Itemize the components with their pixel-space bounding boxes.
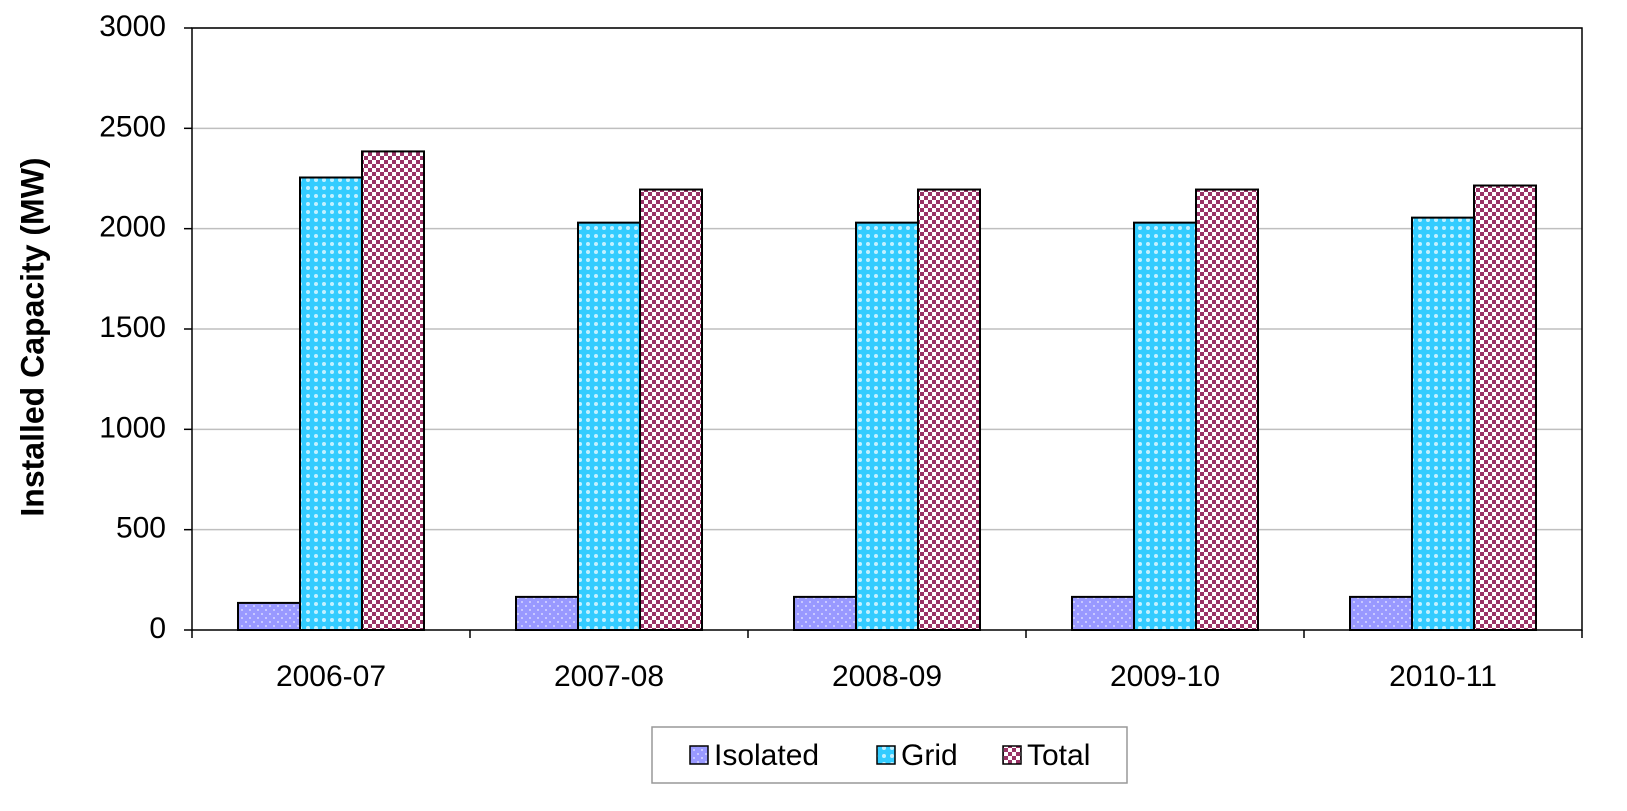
bar xyxy=(1411,216,1475,631)
legend-swatch xyxy=(689,745,709,765)
bar xyxy=(917,188,981,632)
bar xyxy=(361,150,425,631)
y-tick-label: 2000 xyxy=(99,211,166,244)
bar xyxy=(639,188,703,632)
bar xyxy=(237,601,301,631)
bar xyxy=(855,221,919,631)
y-tick-label: 500 xyxy=(116,512,166,545)
bar xyxy=(299,176,363,631)
bar xyxy=(1133,221,1197,631)
y-tick-label: 0 xyxy=(149,612,166,645)
bar xyxy=(1195,188,1259,632)
legend-label: Isolated xyxy=(714,739,819,772)
x-tick-label: 2006-07 xyxy=(276,660,386,693)
legend-label: Grid xyxy=(901,739,958,772)
bar xyxy=(1071,595,1135,632)
legend-label: Total xyxy=(1027,739,1090,772)
bar xyxy=(1473,184,1537,631)
y-axis-title: Installed Capacity (MW) xyxy=(14,157,50,516)
x-tick-label: 2010-11 xyxy=(1389,660,1497,693)
bar xyxy=(515,595,579,632)
y-tick-label: 3000 xyxy=(99,10,166,43)
bar xyxy=(1349,595,1413,632)
x-tick-label: 2009-10 xyxy=(1110,660,1220,693)
y-tick-label: 1500 xyxy=(99,311,166,344)
legend-swatch xyxy=(1002,745,1022,765)
x-tick-label: 2007-08 xyxy=(554,660,664,693)
x-tick-label: 2008-09 xyxy=(832,660,942,693)
bar xyxy=(577,221,641,631)
legend-swatch xyxy=(876,745,896,765)
y-tick-label: 2500 xyxy=(99,110,166,143)
y-tick-label: 1000 xyxy=(99,411,166,444)
bar xyxy=(793,595,857,632)
